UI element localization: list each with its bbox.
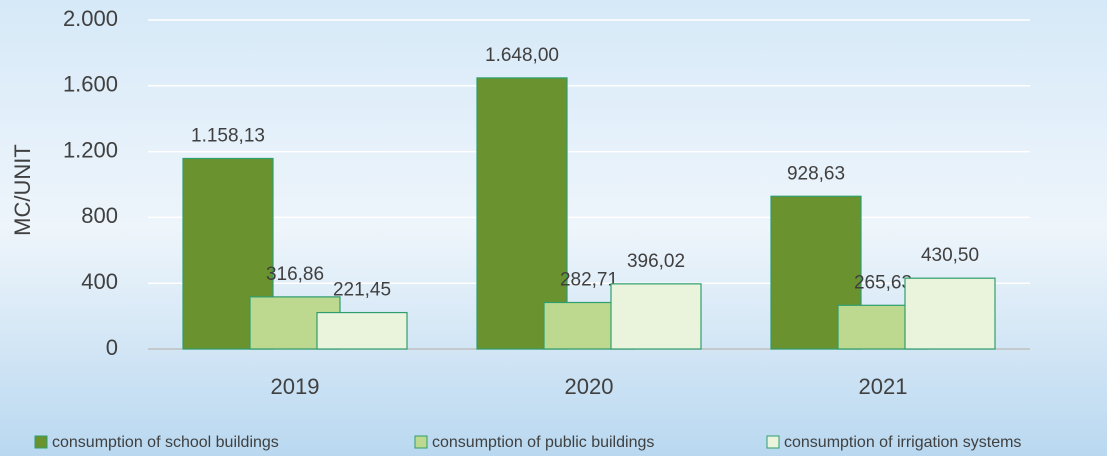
value-label: 221,45 bbox=[333, 280, 391, 301]
value-label: 265,63 bbox=[854, 272, 912, 293]
y-tick-label: 0 bbox=[106, 335, 118, 360]
value-label: 316,86 bbox=[266, 264, 324, 285]
legend-swatch bbox=[35, 436, 47, 448]
x-tick-label: 2021 bbox=[859, 374, 908, 399]
legend-swatch bbox=[415, 436, 427, 448]
bar bbox=[905, 278, 995, 349]
chart: MC/UNIT 0 400 800 1.200 1.600 2.000 2019 1.158,… bbox=[0, 0, 1107, 456]
x-tick-label: 2019 bbox=[271, 374, 320, 399]
y-tick-label: 400 bbox=[81, 269, 118, 294]
legend-swatch bbox=[767, 436, 779, 448]
legend-label: consumption of school buildings bbox=[52, 434, 279, 451]
bar bbox=[611, 284, 701, 349]
y-tick-label: 1.600 bbox=[63, 72, 118, 97]
legend-label: consumption of public buildings bbox=[432, 434, 654, 451]
value-label: 396,02 bbox=[627, 251, 685, 272]
y-axis-label: MC/UNIT bbox=[10, 144, 35, 236]
value-label: 1.158,13 bbox=[191, 126, 265, 147]
y-tick-label: 1.200 bbox=[63, 137, 118, 162]
y-tick-label: 2.000 bbox=[63, 6, 118, 31]
value-label: 1.648,00 bbox=[485, 45, 559, 66]
y-tick-label: 800 bbox=[81, 203, 118, 228]
value-label: 282,71 bbox=[560, 270, 618, 291]
x-tick-label: 2020 bbox=[565, 374, 614, 399]
bar bbox=[317, 313, 407, 349]
value-label: 928,63 bbox=[787, 163, 845, 184]
legend-label: consumption of irrigation systems bbox=[784, 434, 1021, 451]
value-label: 430,50 bbox=[921, 245, 979, 266]
